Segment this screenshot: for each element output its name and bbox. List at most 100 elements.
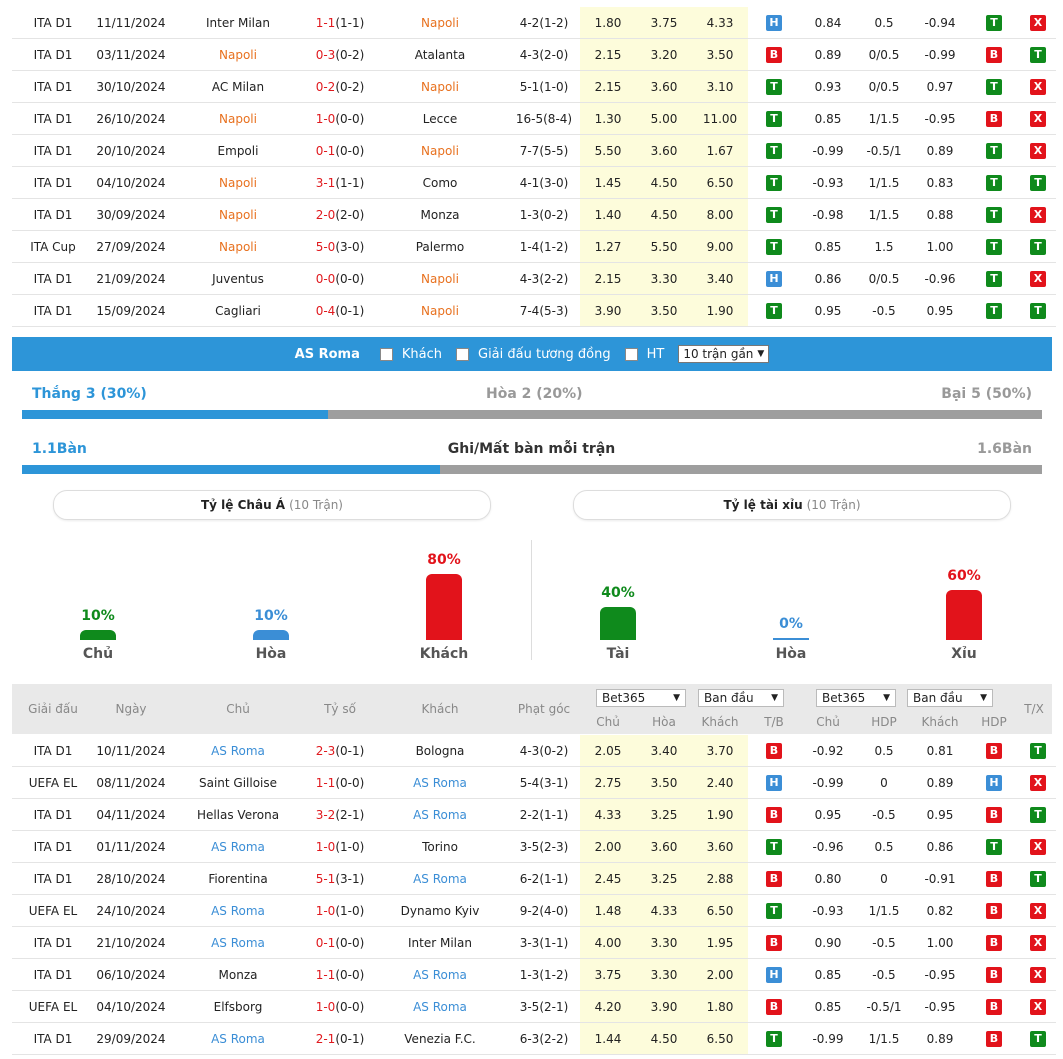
result-cell: T: [748, 198, 800, 231]
percent-bar: [600, 607, 636, 640]
odds-draw-cell: 3.75: [636, 7, 692, 39]
ah-home-cell: 0.95: [800, 798, 856, 831]
handicap-result-cell: T: [968, 166, 1020, 199]
corners-cell: 16-5(8-4): [508, 102, 580, 135]
corners-cell: 1-3(0-2): [508, 198, 580, 231]
league-cell: ITA D1: [12, 198, 94, 231]
percent-bar: [80, 630, 116, 640]
fulltime-score: 5-0: [315, 239, 336, 254]
halftime-score: (1-0): [335, 903, 365, 918]
odds-home-cell: 4.20: [580, 990, 636, 1023]
match-row[interactable]: ITA D1 06/10/2024 Monza 1-1(0-0) AS Roma 1-3(…: [12, 958, 1056, 991]
match-row[interactable]: UEFA EL 24/10/2024 AS Roma 1-0(1-0) Dynamo K…: [12, 894, 1056, 927]
league-cell: ITA D1: [12, 102, 94, 135]
handicap-result-badge: B: [986, 934, 1002, 951]
match-row[interactable]: ITA D1 29/09/2024 AS Roma 2-1(0-1) Venezia F…: [12, 1022, 1056, 1055]
odds-draw-cell: 3.30: [636, 958, 692, 991]
halftime-score: (0-1): [335, 303, 365, 318]
odds-type-select-1[interactable]: Ban đầu ▼: [698, 689, 784, 707]
match-row[interactable]: ITA D1 30/09/2024 Napoli 2-0(2-0) Monza 1-3(0…: [12, 198, 1056, 231]
league-cell: ITA D1: [12, 38, 94, 71]
away-team-cell: Como: [372, 166, 508, 199]
draw-summary: Hòa 2 (20%): [486, 386, 583, 402]
over-under-result-cell: X: [1020, 70, 1056, 103]
header-odds-draw: Hòa: [652, 715, 676, 729]
match-row[interactable]: ITA D1 04/11/2024 Hellas Verona 3-2(2-1) AS …: [12, 798, 1056, 831]
away-team-cell: Napoli: [372, 7, 508, 39]
odds-away-cell: 6.50: [692, 166, 748, 199]
match-row[interactable]: ITA D1 20/10/2024 Empoli 0-1(0-0) Napoli 7-7(…: [12, 134, 1056, 167]
bookmaker-select-2[interactable]: Bet365 ▼: [816, 689, 896, 707]
handicap-result-badge: B: [986, 46, 1002, 63]
ah-hdp-cell: 0.5: [856, 830, 912, 863]
handicap-result-badge: B: [986, 110, 1002, 127]
match-row[interactable]: ITA D1 01/11/2024 AS Roma 1-0(1-0) Torino 3-5…: [12, 830, 1056, 863]
filter-bar: AS Roma Khách Giải đấu tương đồng HT 10 …: [12, 337, 1052, 371]
ah-hdp-cell: -0.5/1: [856, 134, 912, 167]
corners-cell: 6-2(1-1): [508, 862, 580, 895]
match-row[interactable]: ITA D1 15/09/2024 Cagliari 0-4(0-1) Napoli 7-…: [12, 294, 1056, 327]
league-cell: ITA D1: [12, 262, 94, 295]
date-cell: 27/09/2024: [94, 230, 168, 263]
home-team-cell: Saint Gilloise: [168, 766, 308, 799]
match-row[interactable]: ITA Cup 27/09/2024 Napoli 5-0(3-0) Palermo 1-…: [12, 230, 1056, 263]
fulltime-score: 2-1: [315, 1031, 336, 1046]
match-row[interactable]: ITA D1 30/10/2024 AC Milan 0-2(0-2) Napoli 5-…: [12, 70, 1056, 103]
goals-title: Ghi/Mất bàn mỗi trận: [447, 441, 616, 457]
date-cell: 03/11/2024: [94, 38, 168, 71]
handicap-result-cell: B: [968, 958, 1020, 991]
match-row[interactable]: ITA D1 28/10/2024 Fiorentina 5-1(3-1) AS Rom…: [12, 862, 1056, 895]
over-under-result-badge: T: [1030, 806, 1046, 823]
away-team-cell: Inter Milan: [372, 926, 508, 959]
odds-home-cell: 5.50: [580, 134, 636, 167]
match-row[interactable]: UEFA EL 08/11/2024 Saint Gilloise 1-1(0-0) A…: [12, 766, 1056, 799]
result-cell: B: [748, 926, 800, 959]
odds-draw-cell: 4.50: [636, 166, 692, 199]
fulltime-score: 1-0: [315, 111, 336, 126]
halftime-score: (0-0): [335, 999, 365, 1014]
match-row[interactable]: ITA D1 21/09/2024 Juventus 0-0(0-0) Napoli 4-…: [12, 262, 1056, 295]
corners-cell: 4-3(2-2): [508, 262, 580, 295]
ht-checkbox-label[interactable]: HT: [646, 346, 665, 362]
match-row[interactable]: ITA D1 11/11/2024 Inter Milan 1-1(1-1) Napol…: [12, 7, 1056, 39]
results-bar-fill: [22, 410, 328, 419]
percent-column: 40% Tài: [583, 585, 653, 662]
match-row[interactable]: UEFA EL 04/10/2024 Elfsborg 1-0(0-0) AS Roma…: [12, 990, 1056, 1023]
home-team-cell: AS Roma: [168, 926, 308, 959]
away-checkbox-label[interactable]: Khách: [401, 346, 442, 362]
same-league-checkbox-label[interactable]: Giải đấu tương đồng: [478, 346, 611, 362]
odds-away-cell: 1.80: [692, 990, 748, 1023]
bookmaker-select-1[interactable]: Bet365 ▼: [596, 689, 686, 707]
halftime-score: (0-0): [335, 143, 365, 158]
home-team-cell: Inter Milan: [168, 7, 308, 39]
same-league-checkbox[interactable]: [456, 347, 469, 361]
odds-home-cell: 2.75: [580, 766, 636, 799]
odds-away-cell: 2.00: [692, 958, 748, 991]
over-under-result-badge: X: [1030, 934, 1046, 951]
percent-label: Xỉu: [951, 646, 977, 662]
halftime-score: (2-1): [335, 807, 365, 822]
odds-draw-cell: 3.25: [636, 862, 692, 895]
ht-checkbox[interactable]: [624, 347, 638, 361]
odds-away-cell: 3.40: [692, 262, 748, 295]
match-row[interactable]: ITA D1 21/10/2024 AS Roma 0-1(0-0) Inter Mil…: [12, 926, 1056, 959]
match-row[interactable]: ITA D1 10/11/2024 AS Roma 2-3(0-1) Bologna 4-…: [12, 735, 1056, 767]
away-checkbox[interactable]: [379, 347, 393, 361]
match-row[interactable]: ITA D1 26/10/2024 Napoli 1-0(0-0) Lecce 16-5(…: [12, 102, 1056, 135]
corners-cell: 1-3(1-2): [508, 958, 580, 991]
header-ah-hdp: HDP: [871, 715, 897, 729]
away-team-cell: Lecce: [372, 102, 508, 135]
match-count-select[interactable]: 10 trận gần ▼: [678, 345, 770, 363]
match-row[interactable]: ITA D1 04/10/2024 Napoli 3-1(1-1) Como 4-1(3-…: [12, 166, 1056, 199]
odds-type-select-2[interactable]: Ban đầu ▼: [907, 689, 993, 707]
table-header: Giải đấu Ngày Chủ Tỷ số Khách Phạt góc B…: [12, 684, 1052, 734]
date-cell: 21/09/2024: [94, 262, 168, 295]
league-cell: ITA D1: [12, 862, 94, 895]
match-row[interactable]: ITA D1 03/11/2024 Napoli 0-3(0-2) Atalanta 4-…: [12, 38, 1056, 71]
ah-hdp-cell: 1/1.5: [856, 1022, 912, 1055]
odds-home-cell: 4.33: [580, 798, 636, 831]
corners-cell: 3-3(1-1): [508, 926, 580, 959]
handicap-result-cell: T: [968, 134, 1020, 167]
goals-conceded: 1.6Bàn: [977, 441, 1032, 457]
odds-draw-cell: 3.60: [636, 70, 692, 103]
